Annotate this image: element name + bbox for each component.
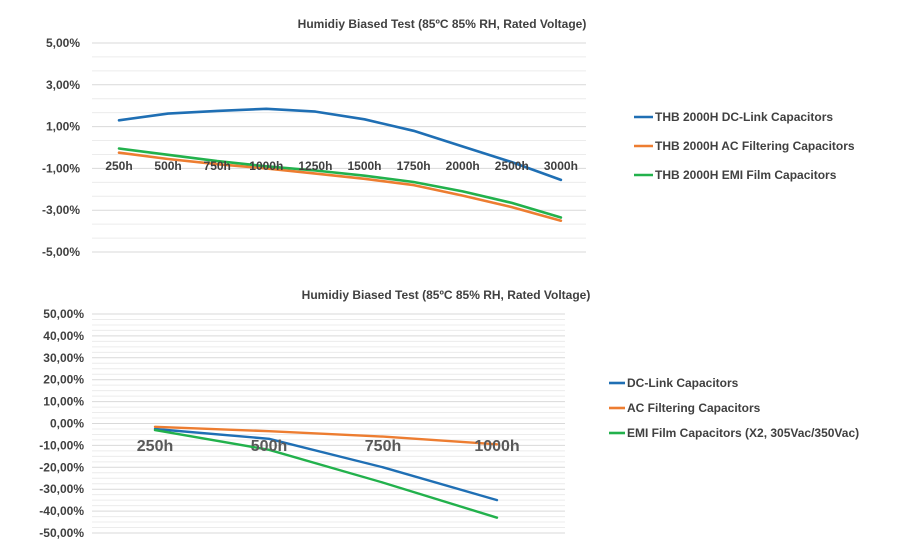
chart-1-y-axis: 5,00% 3,00% 1,00% -1,00% -3,00% -5,00% — [42, 36, 80, 259]
x-tick-label: 1000h — [249, 159, 283, 173]
y-tick-label: 3,00% — [46, 78, 80, 92]
y-tick-label: 30,00% — [43, 351, 84, 365]
y-tick-label: -10,00% — [39, 438, 84, 452]
y-tick-label: -20,00% — [39, 460, 84, 474]
x-tick-label: 750h — [204, 159, 231, 173]
y-tick-label: -40,00% — [39, 504, 84, 518]
chart-1: Humidiy Biased Test (85ºC 85% RH, Rated … — [42, 17, 855, 259]
x-tick-label: 1000h — [474, 438, 519, 455]
series-line-2 — [117, 151, 563, 222]
series-line-1 — [117, 107, 563, 182]
chart-1-title: Humidiy Biased Test (85ºC 85% RH, Rated … — [298, 17, 587, 31]
y-tick-label: 1,00% — [46, 120, 80, 134]
x-tick-label: 1250h — [298, 159, 332, 173]
x-tick-label: 1750h — [397, 159, 431, 173]
y-tick-label: 10,00% — [43, 395, 84, 409]
chart-2-series — [153, 425, 499, 519]
series-line-1 — [153, 427, 499, 502]
chart-2-legend: DC-Link Capacitors AC Filtering Capacitor… — [609, 376, 859, 440]
y-tick-label: -1,00% — [42, 161, 80, 175]
y-tick-label: -5,00% — [42, 245, 80, 259]
x-tick-label: 2500h — [495, 159, 529, 173]
series-line-3 — [117, 147, 563, 219]
legend-label-1: DC-Link Capacitors — [627, 376, 739, 390]
x-tick-label: 1500h — [347, 159, 381, 173]
y-tick-label: 0,00% — [50, 417, 84, 431]
legend-label-3: EMI Film Capacitors (X2, 305Vac/350Vac) — [627, 426, 859, 440]
chart-2: Humidiy Biased Test (85ºC 85% RH, Rated … — [39, 288, 859, 540]
x-tick-label: 2000h — [446, 159, 480, 173]
legend-label-3: THB 2000H EMI Film Capacitors — [655, 168, 837, 182]
y-tick-label: -30,00% — [39, 482, 84, 496]
chart-1-legend: THB 2000H DC-Link Capacitors THB 2000H AC… — [634, 110, 855, 182]
y-tick-label: 20,00% — [43, 373, 84, 387]
chart-2-y-axis: 50,00% 40,00% 30,00% 20,00% 10,00% 0,00% -10,0… — [39, 307, 84, 540]
x-tick-label: 500h — [154, 159, 181, 173]
chart-2-title: Humidiy Biased Test (85ºC 85% RH, Rated … — [302, 288, 591, 302]
chart-1-series — [117, 107, 563, 222]
chart-1-gridlines — [92, 42, 586, 253]
chart-1-x-axis: 250h 500h 750h 1000h 1250h 1500h 1750h 2000h 250… — [105, 159, 578, 173]
x-tick-label: 500h — [251, 438, 287, 455]
series-line-2 — [153, 425, 499, 446]
legend-label-2: THB 2000H AC Filtering Capacitors — [655, 139, 855, 153]
legend-label-1: THB 2000H DC-Link Capacitors — [655, 110, 833, 124]
y-tick-label: 5,00% — [46, 36, 80, 50]
series-line-3 — [153, 428, 499, 519]
y-tick-label: 40,00% — [43, 329, 84, 343]
y-tick-label: 50,00% — [43, 307, 84, 321]
x-tick-label: 3000h — [544, 159, 578, 173]
x-tick-label: 250h — [137, 438, 173, 455]
chart-2-gridlines — [92, 313, 565, 534]
chart-2-x-axis: 250h 500h 750h 1000h — [137, 438, 520, 455]
x-tick-label: 750h — [365, 438, 401, 455]
legend-label-2: AC Filtering Capacitors — [627, 401, 761, 415]
x-tick-label: 250h — [105, 159, 132, 173]
y-tick-label: -3,00% — [42, 203, 80, 217]
y-tick-label: -50,00% — [39, 526, 84, 540]
